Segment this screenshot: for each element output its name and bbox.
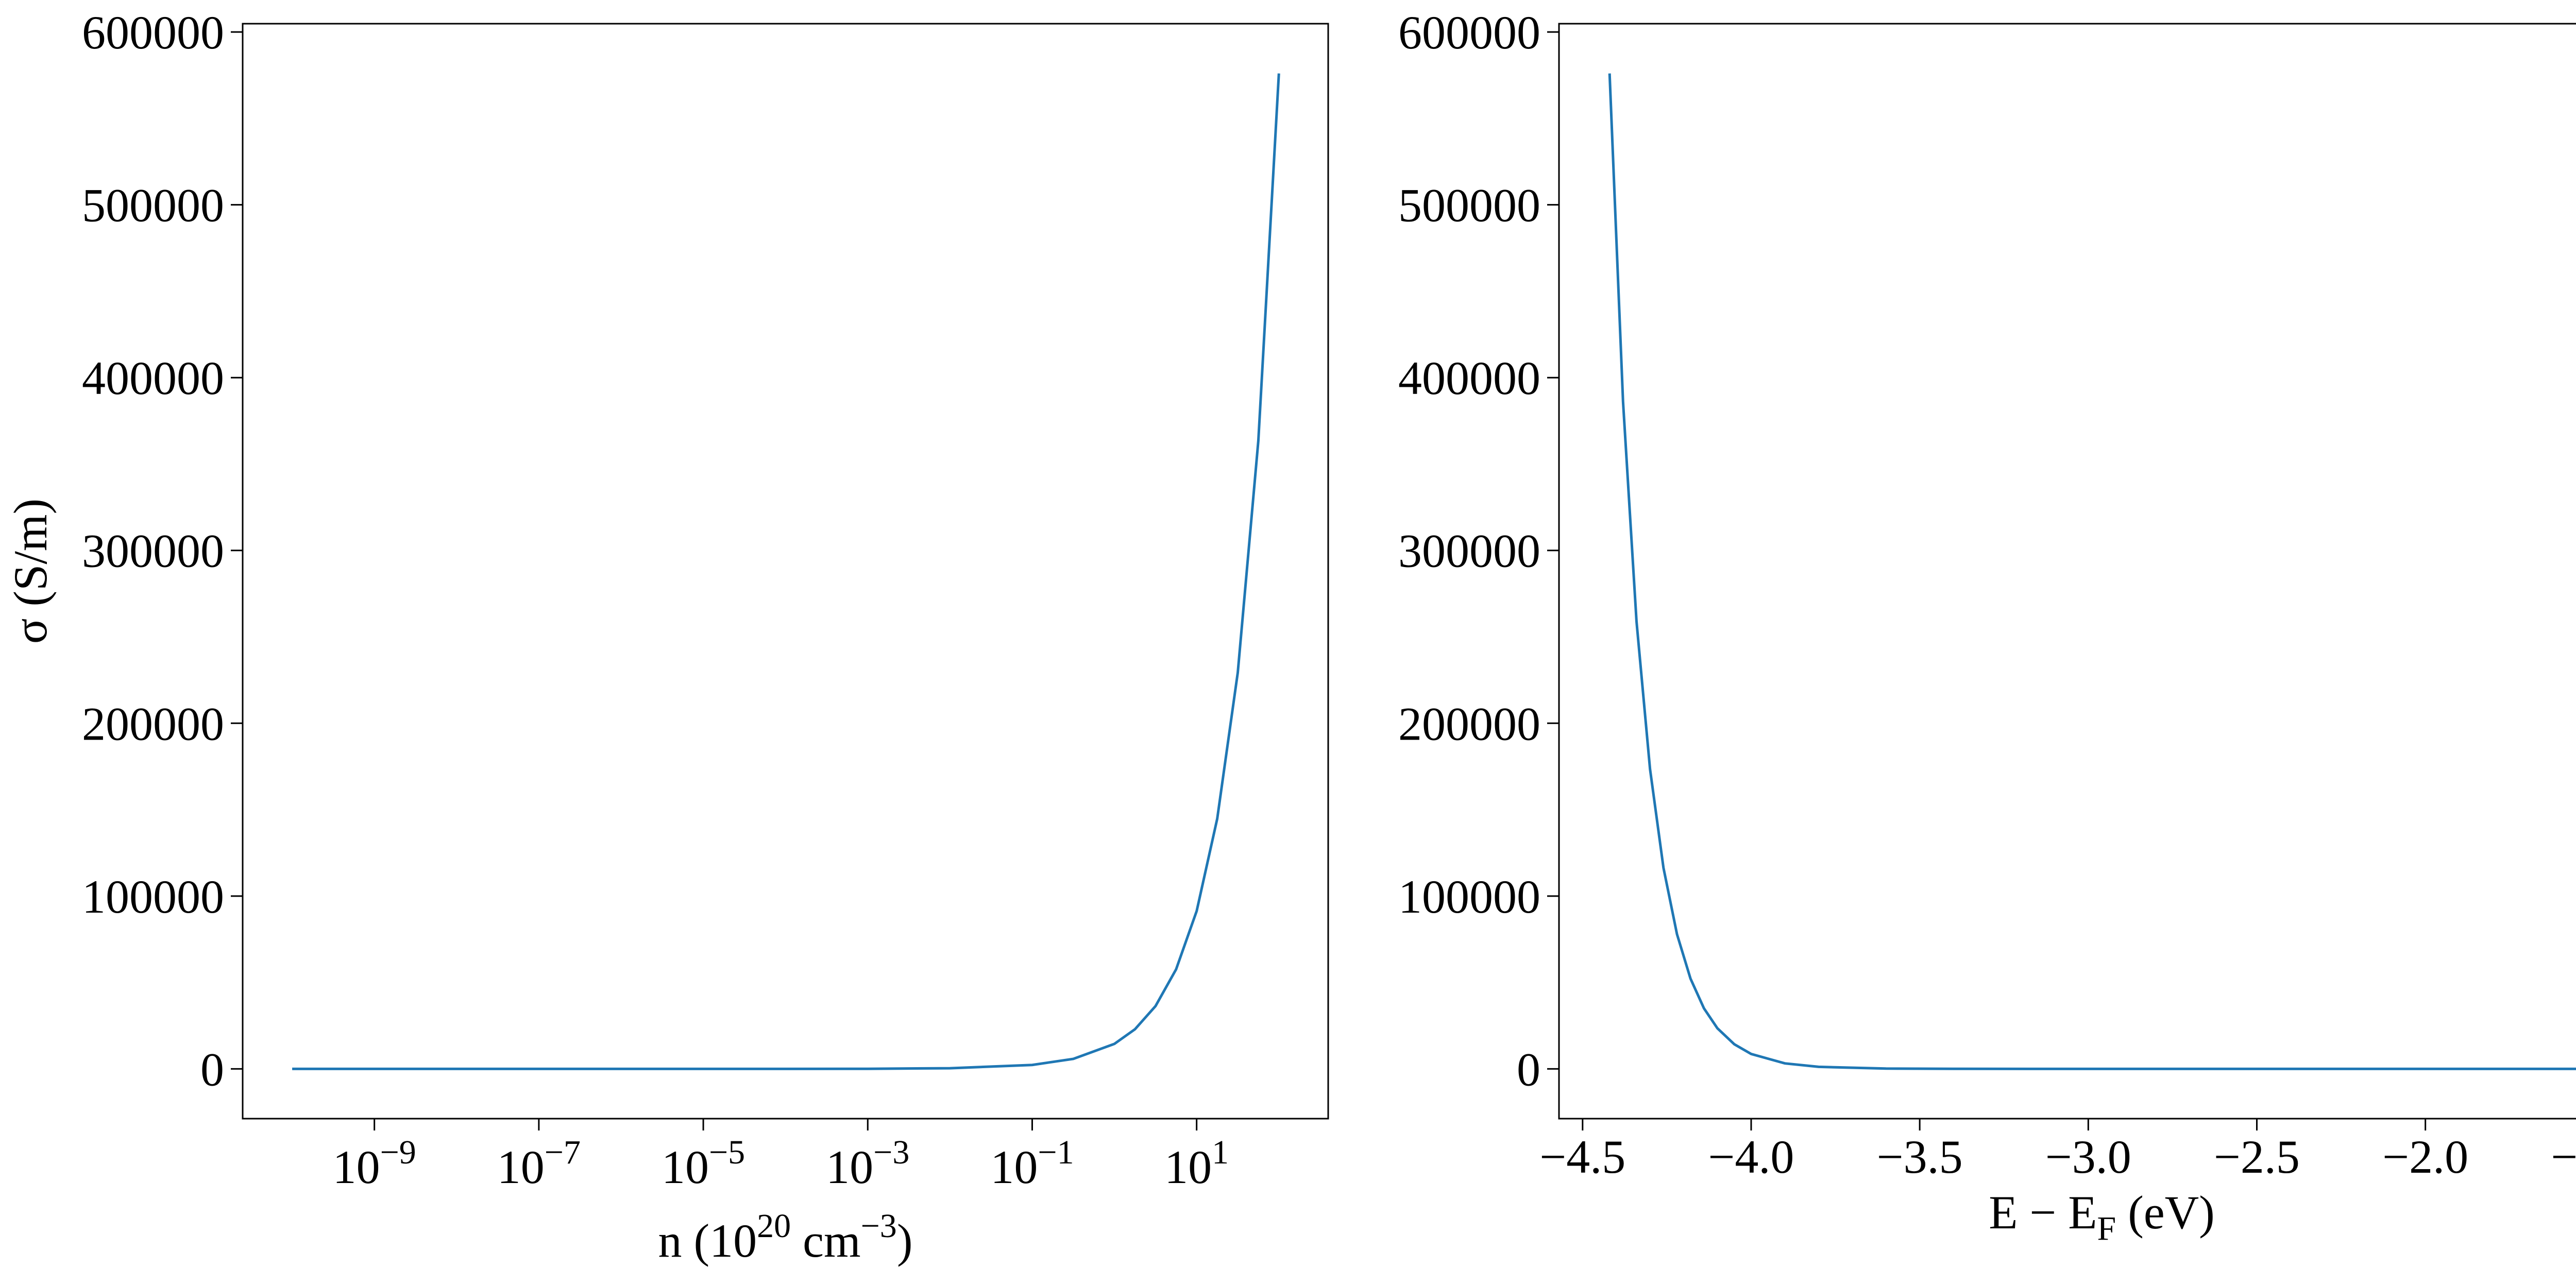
x-tick-label: −1.5 [2551,1130,2576,1183]
axes-frame [242,23,1329,1120]
x-axis-label-part: n (10 [658,1214,757,1267]
x-tick-label: −2.5 [2214,1130,2300,1183]
panel: 0 100000 200000 300000 400000 500000 600000 10−… [4,6,1329,1267]
x-tick-label: −3.5 [1877,1130,1963,1183]
axes-frame [1558,23,2576,1120]
x-tick-label: 101 [1164,1134,1229,1193]
x-axis-label-part: −3 [861,1207,897,1245]
panel: 0 100000 200000 300000 400000 500000 600000 −4.… [1398,6,2576,1247]
x-axis-label: E − EF (eV) [1989,1186,2215,1247]
y-tick-label: 400000 [82,352,224,404]
x-tick-label: −4.0 [1708,1130,1794,1183]
x-tick-label: 10−9 [333,1134,416,1193]
y-tick-label: 100000 [82,870,224,923]
y-tick-label: 300000 [1398,525,1540,577]
y-tick-label: 200000 [82,697,224,750]
y-tick-label: 0 [200,1043,224,1095]
x-axis-label-part: F [2097,1210,2116,1247]
x-axis-label-part: cm [791,1214,860,1267]
y-tick-label: 100000 [1398,870,1540,923]
y-tick-label: 500000 [82,179,224,232]
y-tick-label: 0 [1517,1043,1540,1095]
y-tick-label: 600000 [1398,6,1540,59]
data-line [292,73,1280,1070]
data-line [1608,73,2576,1070]
y-tick-label: 500000 [1398,179,1540,232]
x-axis-label: n (1020 cm−3) [658,1207,913,1267]
y-tick-label: 600000 [82,6,224,59]
x-tick-label: 10−1 [990,1134,1074,1193]
x-tick-label: 10−3 [826,1134,909,1193]
x-tick-label: −4.5 [1539,1130,1625,1183]
y-axis-label: σ (S/m) [4,499,57,644]
y-tick-label: 400000 [1398,352,1540,404]
y-tick-label: 200000 [1398,697,1540,750]
x-tick-label: 10−7 [497,1134,581,1193]
y-tick-label: 300000 [82,525,224,577]
x-tick-label: −3.0 [2045,1130,2131,1183]
x-axis-label-part: E − E [1989,1186,2097,1239]
x-tick-label: −2.0 [2382,1130,2468,1183]
x-axis-label-part: 20 [757,1207,791,1245]
x-axis-label-part: (eV) [2116,1186,2215,1239]
x-axis-label-part: ) [897,1214,913,1267]
x-tick-label: 10−5 [662,1134,745,1193]
